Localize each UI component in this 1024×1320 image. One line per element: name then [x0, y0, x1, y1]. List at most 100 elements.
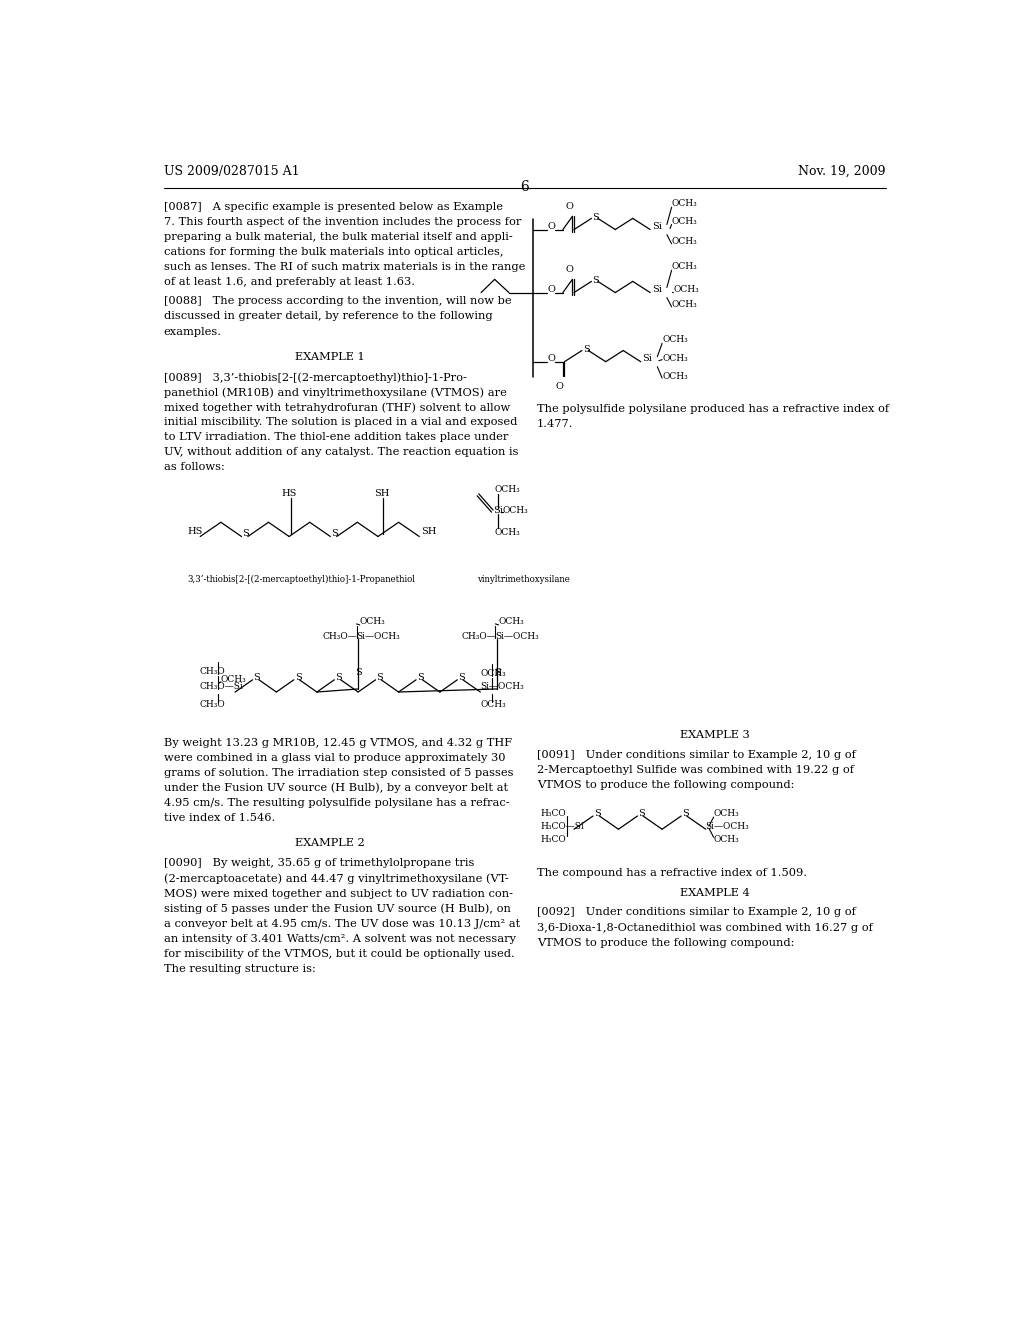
Text: OCH₃: OCH₃ [480, 700, 506, 709]
Text: S: S [592, 276, 599, 285]
Text: The compound has a refractive index of 1.509.: The compound has a refractive index of 1… [537, 867, 807, 878]
Text: S: S [243, 529, 249, 539]
Text: [0089]   3,3’-thiobis[2-[(2-mercaptoethyl)thio]-1-Pro-: [0089] 3,3’-thiobis[2-[(2-mercaptoethyl)… [164, 372, 467, 383]
Text: [0092]   Under conditions similar to Example 2, 10 g of: [0092] Under conditions similar to Examp… [537, 907, 856, 917]
Text: CH₃O: CH₃O [200, 700, 225, 709]
Text: OCH₃: OCH₃ [495, 486, 520, 494]
Text: [0090]   By weight, 35.65 g of trimethylolpropane tris: [0090] By weight, 35.65 g of trimethylol… [164, 858, 474, 869]
Text: cations for forming the bulk materials into optical articles,: cations for forming the bulk materials i… [164, 247, 503, 257]
Text: OCH₃: OCH₃ [663, 372, 688, 381]
Text: VTMOS to produce the following compound:: VTMOS to produce the following compound: [537, 937, 794, 948]
Text: MOS) were mixed together and subject to UV radiation con-: MOS) were mixed together and subject to … [164, 888, 513, 899]
Text: OCH₃: OCH₃ [672, 216, 697, 226]
Text: EXAMPLE 2: EXAMPLE 2 [296, 838, 366, 849]
Text: O: O [565, 202, 573, 211]
Text: OCH₃: OCH₃ [221, 676, 247, 684]
Text: O: O [547, 285, 555, 294]
Text: S: S [417, 673, 424, 682]
Text: S: S [335, 673, 342, 682]
Text: 2-Mercaptoethyl Sulfide was combined with 19.22 g of: 2-Mercaptoethyl Sulfide was combined wit… [537, 766, 854, 775]
Text: S: S [295, 673, 301, 682]
Text: OCH₃: OCH₃ [495, 528, 520, 537]
Text: 3,3’-thiobis[2-[(2-mercaptoethyl)thio]-1-Propanethiol: 3,3’-thiobis[2-[(2-mercaptoethyl)thio]-1… [187, 576, 416, 585]
Text: OCH₃: OCH₃ [503, 506, 528, 515]
Text: initial miscibility. The solution is placed in a vial and exposed: initial miscibility. The solution is pla… [164, 417, 517, 428]
Text: Si—OCH₃: Si—OCH₃ [496, 631, 540, 640]
Text: Si—OCH₃: Si—OCH₃ [356, 631, 400, 640]
Text: OCH₃: OCH₃ [672, 300, 697, 309]
Text: 6: 6 [520, 180, 529, 194]
Text: sisting of 5 passes under the Fusion UV source (H Bulb), on: sisting of 5 passes under the Fusion UV … [164, 904, 511, 915]
Text: OCH₃: OCH₃ [673, 285, 699, 294]
Text: examples.: examples. [164, 326, 222, 337]
Text: SH: SH [421, 527, 436, 536]
Text: discussed in greater detail, by reference to the following: discussed in greater detail, by referenc… [164, 312, 493, 322]
Text: an intensity of 3.401 Watts/cm². A solvent was not necessary: an intensity of 3.401 Watts/cm². A solve… [164, 933, 516, 944]
Text: US 2009/0287015 A1: US 2009/0287015 A1 [164, 165, 299, 178]
Text: under the Fusion UV source (H Bulb), by a conveyor belt at: under the Fusion UV source (H Bulb), by … [164, 783, 508, 793]
Text: Si: Si [494, 506, 503, 515]
Text: OCH₃: OCH₃ [663, 354, 688, 363]
Text: S: S [594, 809, 601, 818]
Text: S: S [355, 668, 361, 677]
Text: Si—OCH₃: Si—OCH₃ [706, 821, 750, 830]
Text: O: O [547, 354, 555, 363]
Text: to LTV irradiation. The thiol-ene addition takes place under: to LTV irradiation. The thiol-ene additi… [164, 432, 508, 442]
Text: Si—OCH₃: Si—OCH₃ [480, 682, 524, 692]
Text: as follows:: as follows: [164, 462, 224, 473]
Text: OCH₃: OCH₃ [672, 238, 697, 247]
Text: The resulting structure is:: The resulting structure is: [164, 964, 315, 974]
Text: 7. This fourth aspect of the invention includes the process for: 7. This fourth aspect of the invention i… [164, 218, 521, 227]
Text: EXAMPLE 3: EXAMPLE 3 [680, 730, 751, 739]
Text: (2-mercaptoacetate) and 44.47 g vinyltrimethoxysilane (VT-: (2-mercaptoacetate) and 44.47 g vinyltri… [164, 874, 509, 884]
Text: By weight 13.23 g MR10B, 12.45 g VTMOS, and 4.32 g THF: By weight 13.23 g MR10B, 12.45 g VTMOS, … [164, 738, 512, 747]
Text: OCH₃: OCH₃ [714, 834, 739, 843]
Text: O: O [556, 381, 563, 391]
Text: for miscibility of the VTMOS, but it could be optionally used.: for miscibility of the VTMOS, but it cou… [164, 949, 514, 958]
Text: OCH₃: OCH₃ [714, 809, 739, 818]
Text: S: S [377, 673, 383, 682]
Text: The polysulfide polysilane produced has a refractive index of: The polysulfide polysilane produced has … [537, 404, 889, 414]
Text: S: S [682, 809, 689, 818]
Text: CH₃O—: CH₃O— [323, 631, 357, 640]
Text: OCH₃: OCH₃ [672, 261, 697, 271]
Text: [0088]   The process according to the invention, will now be: [0088] The process according to the inve… [164, 297, 511, 306]
Text: Si: Si [652, 222, 662, 231]
Text: S: S [331, 529, 338, 539]
Text: OCH₃: OCH₃ [663, 335, 688, 343]
Text: 1.477.: 1.477. [537, 420, 573, 429]
Text: Si: Si [652, 285, 662, 294]
Text: S: S [494, 668, 501, 677]
Text: CH₃O—: CH₃O— [462, 631, 496, 640]
Text: [0091]   Under conditions similar to Example 2, 10 g of: [0091] Under conditions similar to Examp… [537, 750, 856, 760]
Text: were combined in a glass vial to produce approximately 30: were combined in a glass vial to produce… [164, 752, 505, 763]
Text: H₃CO: H₃CO [541, 809, 566, 818]
Text: [0087]   A specific example is presented below as Example: [0087] A specific example is presented b… [164, 202, 503, 213]
Text: EXAMPLE 4: EXAMPLE 4 [680, 888, 751, 898]
Text: EXAMPLE 1: EXAMPLE 1 [296, 351, 366, 362]
Text: preparing a bulk material, the bulk material itself and appli-: preparing a bulk material, the bulk mate… [164, 232, 512, 242]
Text: a conveyor belt at 4.95 cm/s. The UV dose was 10.13 J/cm² at: a conveyor belt at 4.95 cm/s. The UV dos… [164, 919, 520, 929]
Text: OCH₃: OCH₃ [359, 618, 385, 627]
Text: VTMOS to produce the following compound:: VTMOS to produce the following compound: [537, 780, 794, 791]
Text: vinyltrimethoxysilane: vinyltrimethoxysilane [477, 576, 570, 585]
Text: S: S [458, 673, 465, 682]
Text: Nov. 19, 2009: Nov. 19, 2009 [799, 165, 886, 178]
Text: UV, without addition of any catalyst. The reaction equation is: UV, without addition of any catalyst. Th… [164, 447, 518, 457]
Text: S: S [583, 345, 590, 354]
Text: such as lenses. The RI of such matrix materials is in the range: such as lenses. The RI of such matrix ma… [164, 263, 525, 272]
Text: S: S [638, 809, 645, 818]
Text: OCH₃: OCH₃ [672, 198, 697, 207]
Text: CH₃O—Si: CH₃O—Si [200, 682, 243, 692]
Text: CH₃O: CH₃O [200, 667, 225, 676]
Text: S: S [592, 213, 599, 222]
Text: HS: HS [282, 490, 297, 499]
Text: OCH₃: OCH₃ [480, 669, 506, 678]
Text: H₃CO—Si: H₃CO—Si [541, 821, 585, 830]
Text: 4.95 cm/s. The resulting polysulfide polysilane has a refrac-: 4.95 cm/s. The resulting polysulfide pol… [164, 797, 509, 808]
Text: of at least 1.6, and preferably at least 1.63.: of at least 1.6, and preferably at least… [164, 277, 415, 288]
Text: grams of solution. The irradiation step consisted of 5 passes: grams of solution. The irradiation step … [164, 768, 513, 777]
Text: Si: Si [642, 354, 652, 363]
Text: mixed together with tetrahydrofuran (THF) solvent to allow: mixed together with tetrahydrofuran (THF… [164, 403, 510, 413]
Text: O: O [565, 265, 573, 275]
